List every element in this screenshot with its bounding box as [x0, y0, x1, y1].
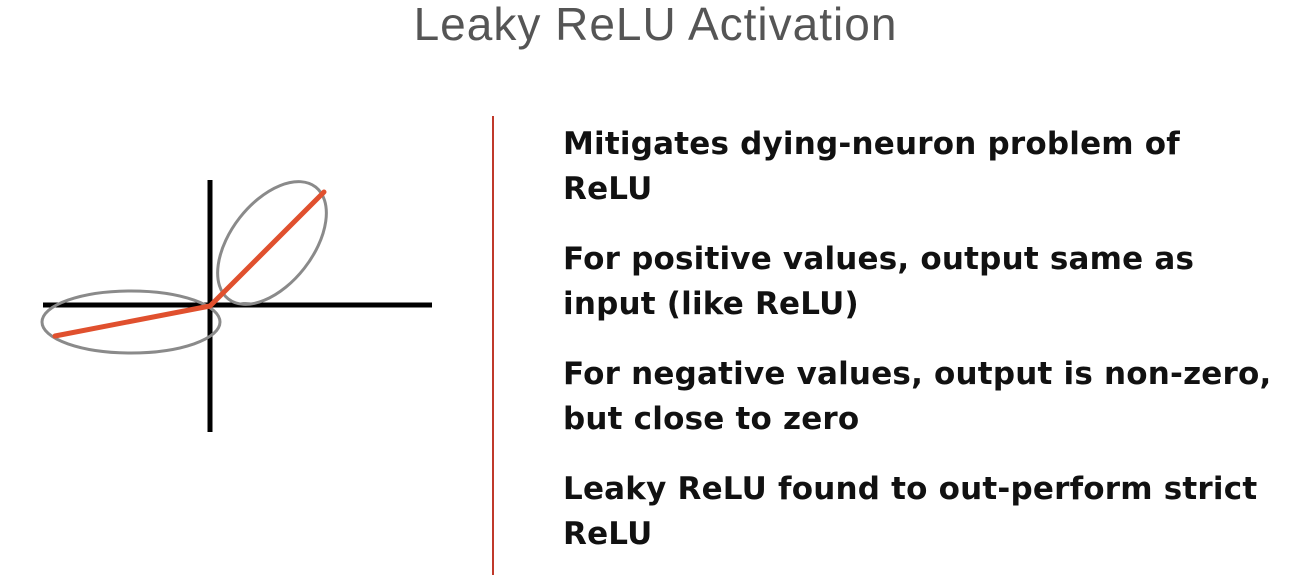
leaky-relu-curve	[52, 189, 327, 339]
slide-title: Leaky ReLU Activation	[413, 0, 898, 50]
bullet-line: but close to zero	[563, 401, 860, 437]
leaky-relu-diagram	[40, 180, 432, 432]
vertical-divider	[492, 116, 494, 575]
positive-region-ellipse	[216, 180, 328, 306]
bullet-outperform: Leaky ReLU found to out-perform strict R…	[563, 467, 1303, 557]
bullet-list: Mitigates dying-neuron problem of ReLU F…	[563, 122, 1303, 582]
bullet-dying-neuron: Mitigates dying-neuron problem of ReLU	[563, 122, 1303, 212]
bullet-line: Mitigates dying-neuron problem of	[563, 126, 1180, 162]
bullet-positive-values: For positive values, output same as inpu…	[563, 237, 1303, 327]
bullet-line: input (like ReLU)	[563, 286, 859, 322]
bullet-line: For positive values, output same as	[563, 241, 1195, 277]
bullet-line: ReLU	[563, 516, 653, 552]
bullet-line: For negative values, output is non-zero,	[563, 356, 1272, 392]
bullet-negative-values: For negative values, output is non-zero,…	[563, 352, 1303, 442]
bullet-line: ReLU	[563, 171, 653, 207]
bullet-line: Leaky ReLU found to out-perform strict	[563, 471, 1258, 507]
negative-region-ellipse	[40, 289, 222, 355]
